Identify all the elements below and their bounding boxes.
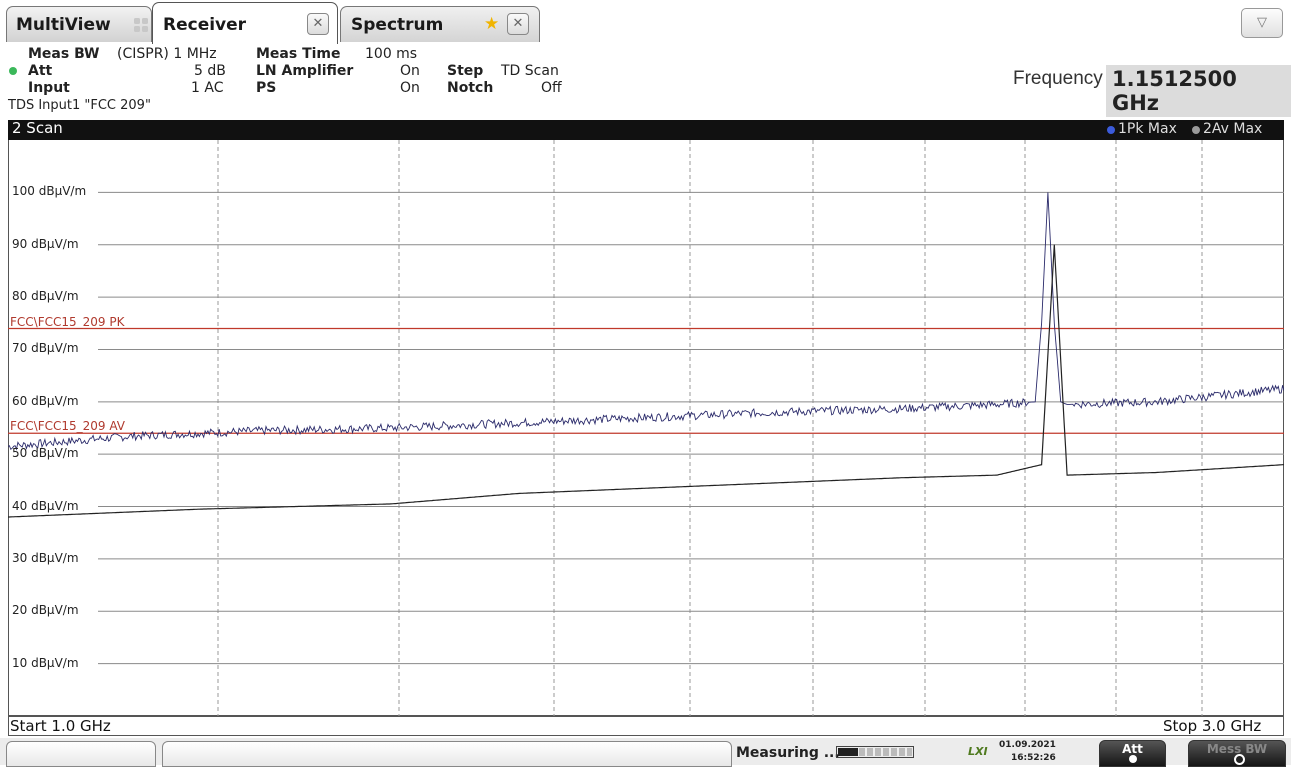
y-tick-label: 80 dBµV/m [12,289,79,304]
tab-menu-dropdown[interactable]: ▽ [1241,8,1283,38]
limit-line-label: FCC\FCC15_209 AV [10,419,126,434]
notch-label: Notch [447,80,494,96]
status-panel-left [6,741,156,767]
meas-bw-softkey-button[interactable]: Mess BW [1188,740,1286,767]
tab-spectrum-label: Spectrum [351,15,444,35]
att-value: 5 dB [194,63,226,79]
att-softkey-label: Att [1122,742,1143,756]
status-message-panel [162,741,732,767]
tab-receiver[interactable]: Receiver ✕ [152,2,338,44]
meas-bw-param: Meas BW [28,46,100,62]
scan-chart [8,140,1284,716]
meas-bw-softkey-indicator-icon [1234,754,1245,765]
ps-value: On [400,80,420,96]
progress-fill [838,748,858,756]
y-tick-label: 100 dBµV/m [12,184,87,199]
y-tick-label: 10 dBµV/m [12,655,79,670]
input-value: 1 AC [191,80,224,96]
chevron-down-icon: ▽ [1257,15,1267,30]
tds-input-label: TDS Input1 "FCC 209" [8,98,151,113]
ln-amplifier-label: LN Amplifier [256,63,354,79]
status-date: 01.09.2021 [999,740,1056,750]
lxi-logo-icon: LXI [968,745,988,758]
meas-time-label: Meas Time [256,46,341,62]
legend-av-max: 2Av Max [1203,121,1263,137]
progress-track [859,748,912,756]
legend-pk-max: 1Pk Max [1118,121,1177,137]
input-label: Input [28,80,70,96]
scan-plot[interactable]: 100 dBµV/m 90 dBµV/m 80 dBµV/m 70 dBµV/m 60 … [8,140,1284,716]
y-tick-label: 20 dBµV/m [12,603,79,618]
progress-bar [836,746,914,758]
status-led-icon [9,67,17,75]
y-tick-label: 70 dBµV/m [12,341,79,356]
limit-line-label: FCC\FCC15_209 PK [10,314,125,329]
y-tick-label: 60 dBµV/m [12,393,79,408]
tab-multiview-label: MultiView [16,15,111,35]
step-value: TD Scan [501,63,559,79]
scan-window-title: 2 Scan [12,119,63,137]
start-frequency: Start 1.0 GHz [10,717,111,735]
meas-time-value: 100 ms [365,46,418,62]
measuring-status: Measuring ... [736,745,840,761]
close-icon[interactable]: ✕ [307,13,329,35]
close-icon[interactable]: ✕ [507,13,529,35]
frequency-label: Frequency [1013,68,1103,89]
meas-bw-softkey-label: Mess BW [1206,742,1268,756]
trace-av-max [8,244,1284,518]
frequency-axis-bar [8,716,1284,736]
att-label: Att [28,63,53,79]
att-softkey-button[interactable]: Att [1099,740,1166,767]
ln-amplifier-value: On [400,63,420,79]
y-tick-label: 90 dBµV/m [12,236,79,251]
trace1-dot-icon [1107,126,1115,134]
tab-receiver-label: Receiver [163,15,247,35]
notch-value: Off [541,80,562,96]
tab-multiview[interactable]: MultiView [6,6,152,42]
trace-pk-max [8,192,1284,451]
tab-spectrum[interactable]: Spectrum ★ ✕ [340,6,540,42]
frequency-value[interactable]: 1.1512500 GHz [1106,65,1291,117]
trace2-dot-icon [1192,126,1200,134]
scan-window-header [8,120,1284,140]
y-tick-label: 30 dBµV/m [12,550,79,565]
star-icon: ★ [484,14,500,34]
att-softkey-indicator-icon [1129,755,1137,763]
ps-label: PS [256,80,277,96]
step-label: Step [447,63,484,79]
status-time: 16:52:26 [1011,753,1056,763]
meas-bw-value: (CISPR) 1 MHz [117,46,217,62]
grid-icon [134,17,148,32]
y-tick-label: 50 dBµV/m [12,446,79,461]
y-tick-label: 40 dBµV/m [12,498,79,513]
stop-frequency: Stop 3.0 GHz [1163,717,1262,735]
